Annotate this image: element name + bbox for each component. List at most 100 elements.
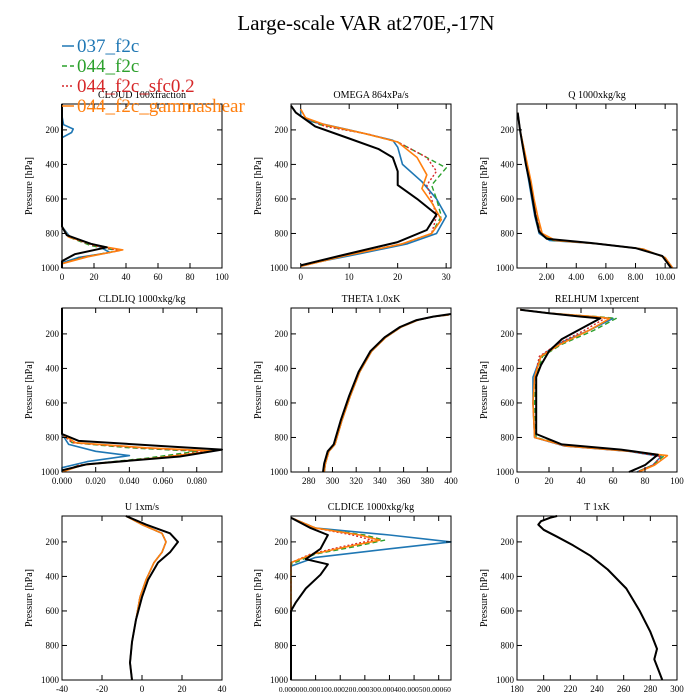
x-tick-label: 0.000 [52, 476, 73, 486]
y-tick-label: 800 [501, 640, 515, 650]
y-tick-label: 400 [275, 571, 289, 581]
x-tick-label: 280 [644, 684, 658, 694]
panel-2: 0 10 20 30 200 400 600 800 1000 Pressure [hPa] OME… [253, 90, 452, 282]
y-tick-label: 800 [46, 432, 60, 442]
plot-frame [290, 307, 452, 473]
y-axis-label: Pressure [hPa] [479, 569, 490, 627]
y-tick-label: 600 [275, 194, 289, 204]
x-tick-label: 40 [122, 272, 132, 282]
plot-frame [290, 103, 452, 269]
x-tick-label: 180 [510, 684, 524, 694]
x-tick-label: 320 [349, 476, 363, 486]
x-tick-label: 4.00 [568, 272, 584, 282]
panel-4: 0.000 0.020 0.040 0.060 0.080 200 400 600 800 100… [24, 294, 223, 486]
x-tick-label: 220 [564, 684, 578, 694]
y-tick-label: 1000 [41, 467, 60, 477]
y-axis-label: Pressure [hPa] [253, 157, 264, 215]
y-tick-label: 1000 [41, 263, 60, 273]
legend-label: 037_f2c [77, 36, 139, 57]
panel-title: OMEGA 864xPa/s [333, 90, 408, 101]
series-line-2 [323, 314, 449, 473]
y-axis-label: Pressure [hPa] [479, 361, 490, 419]
series-line-4 [290, 516, 381, 680]
x-tick-label: 80 [186, 272, 196, 282]
legend: 037_f2c044_f2c044_f2c_sfc0.2044_f2c_gamm… [62, 36, 245, 117]
panel-title: Q 1000xkg/kg [568, 90, 626, 101]
y-tick-label: 400 [275, 363, 289, 373]
plot-frame [61, 307, 223, 473]
series-line-4 [323, 314, 449, 473]
series-line-3 [323, 314, 449, 473]
y-tick-label: 1000 [270, 675, 289, 685]
legend-label: 044_f2c [77, 56, 139, 77]
series-line-3 [517, 112, 674, 269]
series-line-3 [300, 108, 438, 267]
panel-title: THETA 1.0xK [342, 294, 401, 305]
x-tick-label: 60 [154, 272, 164, 282]
y-tick-label: 600 [275, 606, 289, 616]
series-line-2 [300, 108, 447, 267]
series-line-1 [537, 515, 664, 681]
x-tick-label: 20 [545, 476, 555, 486]
plot-frame [290, 515, 452, 681]
x-tick-label: 6.00 [598, 272, 614, 282]
series-line-2 [537, 515, 663, 681]
panel-7: -40 -20 0 20 40 200 400 600 800 1000 Pressure [hPa… [24, 502, 227, 694]
series-line-5 [290, 516, 329, 680]
panel-6: 0 20 40 60 80 100 200 400 600 800 1000 Pressure [hP… [479, 294, 684, 486]
y-tick-label: 400 [46, 571, 60, 581]
series-line-5 [322, 313, 452, 473]
y-tick-label: 400 [501, 363, 515, 373]
series-line-5 [125, 515, 179, 681]
series-line-4 [125, 515, 167, 681]
series-line-4 [300, 108, 443, 268]
y-tick-label: 1000 [496, 263, 515, 273]
y-tick-label: 600 [46, 606, 60, 616]
series-line-3 [125, 515, 167, 681]
y-axis-label: Pressure [hPa] [253, 569, 264, 627]
x-tick-label: 100 [215, 272, 229, 282]
plot-frame [516, 515, 678, 681]
x-tick-label: 40 [218, 684, 228, 694]
y-tick-label: 1000 [270, 467, 289, 477]
x-tick-label: 200 [537, 684, 551, 694]
legend-label: 044_f2c_gammashear [77, 96, 245, 117]
x-tick-label: 300 [670, 684, 684, 694]
x-tick-label: 60 [609, 476, 619, 486]
plot-frame [516, 307, 678, 473]
series-line-2 [125, 515, 167, 681]
x-tick-label: 0 [515, 476, 520, 486]
panel-9: 180 200 220 240 260 280 300 200 400 600 800 1000 Pre… [479, 502, 684, 694]
series-line-5 [516, 112, 672, 269]
panel-title: T 1xK [584, 502, 610, 513]
x-tick-label: 240 [590, 684, 604, 694]
x-tick-label: 300 [326, 476, 340, 486]
series-line-3 [537, 515, 663, 681]
y-tick-label: 1000 [270, 263, 289, 273]
y-tick-label: 200 [46, 329, 60, 339]
y-tick-label: 600 [46, 398, 60, 408]
y-tick-label: 800 [275, 640, 289, 650]
x-tick-label: -20 [96, 684, 108, 694]
series-line-5 [537, 515, 664, 681]
y-tick-label: 1000 [41, 675, 60, 685]
y-tick-label: 200 [501, 537, 515, 547]
y-tick-label: 200 [275, 125, 289, 135]
x-tick-label: 80 [641, 476, 651, 486]
y-tick-label: 600 [501, 606, 515, 616]
x-tick-label: 360 [397, 476, 411, 486]
y-tick-label: 400 [275, 159, 289, 169]
x-tick-label: 0.00020 [328, 685, 353, 694]
y-tick-label: 200 [501, 329, 515, 339]
y-tick-label: 600 [46, 194, 60, 204]
panel-title: CLDLIQ 1000xkg/kg [99, 294, 186, 305]
y-tick-label: 600 [501, 194, 515, 204]
panel-1: 0 20 40 60 80 100 200 400 600 800 1000 Pressure [hP… [24, 90, 229, 282]
y-axis-label: Pressure [hPa] [24, 569, 35, 627]
x-tick-label: 0.00030 [353, 685, 378, 694]
x-tick-label: 0.00050 [402, 685, 427, 694]
y-tick-label: 400 [501, 159, 515, 169]
panel-title: U 1xm/s [125, 502, 159, 513]
y-tick-label: 200 [275, 537, 289, 547]
